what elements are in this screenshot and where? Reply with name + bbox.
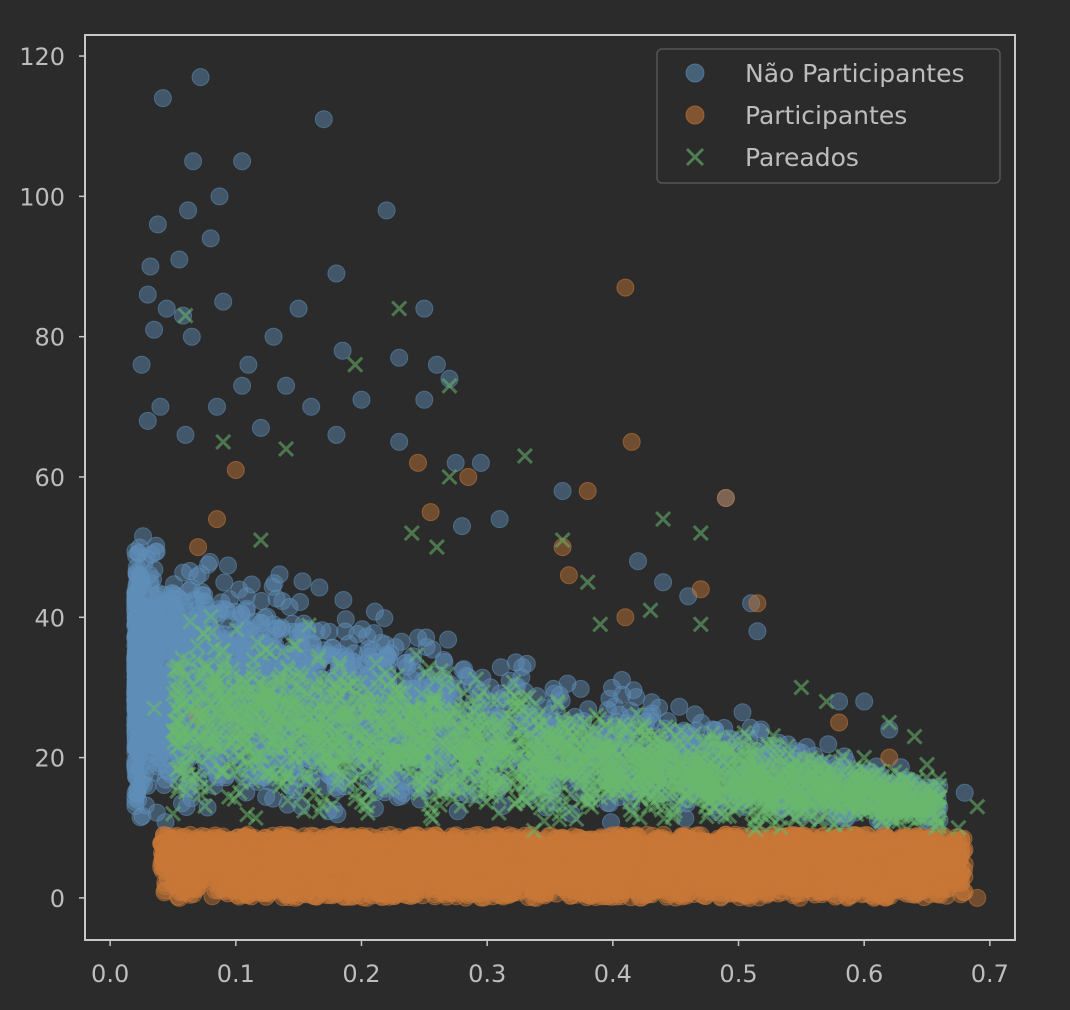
nao-participantes-point xyxy=(293,572,312,591)
nao-participantes-point xyxy=(327,425,346,444)
nao-participantes-point xyxy=(214,292,233,311)
nao-participantes-point xyxy=(133,770,152,789)
nao-participantes-point xyxy=(427,355,446,374)
nao-participantes-point xyxy=(748,622,767,641)
nao-participantes-point xyxy=(148,215,167,234)
nao-participantes-point xyxy=(571,679,590,698)
nao-participantes-point xyxy=(131,808,150,827)
nao-participantes-point xyxy=(233,376,252,395)
nao-participantes-point xyxy=(138,411,157,430)
nao-participantes-point xyxy=(453,517,471,536)
nao-participantes-point xyxy=(157,299,176,318)
nao-participantes-point xyxy=(233,152,252,171)
nao-participantes-point xyxy=(415,299,434,318)
nao-participantes-point xyxy=(251,418,270,437)
nao-participantes-point xyxy=(258,607,277,626)
nao-participantes-point xyxy=(141,257,160,276)
nao-participantes-point xyxy=(151,397,170,416)
nao-participantes-point xyxy=(132,355,151,374)
nao-participantes-point xyxy=(310,578,329,597)
nao-participantes-point xyxy=(334,591,353,609)
nao-participantes-point xyxy=(126,666,145,684)
nao-participantes-point xyxy=(201,553,219,571)
nao-participantes-point xyxy=(553,482,572,500)
nao-participantes-point xyxy=(733,703,752,722)
nao-participantes-point xyxy=(191,564,210,583)
nao-participantes-point xyxy=(327,264,346,283)
nao-participantes-point xyxy=(471,453,490,472)
nao-participantes-point xyxy=(314,110,333,129)
nao-participantes-point xyxy=(138,285,157,304)
nao-participantes-point xyxy=(650,698,669,717)
nao-participantes-point xyxy=(955,783,974,802)
nao-participantes-point xyxy=(126,593,145,612)
nao-participantes-point xyxy=(855,692,874,711)
nao-participantes-point xyxy=(390,348,409,367)
nao-participantes-point xyxy=(134,527,152,546)
nao-participantes-point xyxy=(199,555,218,574)
nao-participantes-point xyxy=(277,376,296,395)
nao-participantes-point xyxy=(819,735,838,754)
nao-participantes-point xyxy=(670,697,689,716)
nao-participantes-point xyxy=(252,592,271,610)
nao-participantes-point xyxy=(194,592,213,611)
nao-participantes-point xyxy=(239,355,258,374)
nao-participantes-point xyxy=(145,320,164,339)
nao-participantes-point xyxy=(439,630,458,649)
nao-participantes-point xyxy=(160,631,178,650)
nao-participantes-point xyxy=(177,798,196,816)
nao-participantes-point xyxy=(392,632,411,651)
nao-participantes-point xyxy=(333,341,352,360)
nao-participantes-point xyxy=(208,397,226,416)
nao-participantes-point xyxy=(320,622,339,641)
nao-participantes-point xyxy=(289,299,308,318)
nao-participantes-point xyxy=(613,671,631,689)
nao-participantes-point xyxy=(264,327,283,346)
nao-participantes-point xyxy=(415,390,434,409)
nao-participantes-point xyxy=(170,250,189,269)
nao-participantes-point xyxy=(151,726,170,745)
nao-participantes-point xyxy=(352,390,371,409)
nao-participantes-point xyxy=(302,397,321,416)
nao-participantes-point xyxy=(390,432,409,451)
nao-participantes-point xyxy=(147,595,166,613)
nao-participantes-point xyxy=(446,453,465,472)
nao-participantes-point xyxy=(358,627,377,646)
nao-participantes-point xyxy=(179,201,198,220)
nao-participantes-point xyxy=(219,556,237,575)
nao-participantes-point xyxy=(280,598,299,616)
nao-participantes-point xyxy=(146,543,165,562)
nao-participantes-point xyxy=(375,609,394,628)
nao-participantes-point xyxy=(210,187,229,206)
nao-participantes-point xyxy=(134,725,153,744)
nao-participantes-point xyxy=(220,590,239,609)
nao-participantes-point xyxy=(513,658,532,676)
nao-participantes-point xyxy=(490,510,509,529)
nao-participantes-point xyxy=(126,636,145,655)
nao-participantes-point xyxy=(629,552,647,571)
nao-participantes-point xyxy=(153,89,172,108)
nao-participantes-point xyxy=(417,628,436,647)
nao-participantes-point xyxy=(377,201,396,220)
nao-participantes-point xyxy=(174,306,192,325)
nao-participantes-point xyxy=(182,327,201,346)
nao-participantes-point xyxy=(201,229,220,248)
nao-participantes-point xyxy=(191,68,210,87)
nao-participantes-point xyxy=(147,803,166,822)
points-layer xyxy=(126,68,987,907)
nao-participantes-point xyxy=(265,574,284,593)
nao-participantes-point xyxy=(182,578,201,597)
nao-participantes-point xyxy=(176,425,195,444)
nao-participantes-point xyxy=(627,688,646,706)
nao-participantes-point xyxy=(654,573,673,592)
nao-participantes-point xyxy=(184,152,203,171)
nao-participantes-point xyxy=(215,573,234,592)
